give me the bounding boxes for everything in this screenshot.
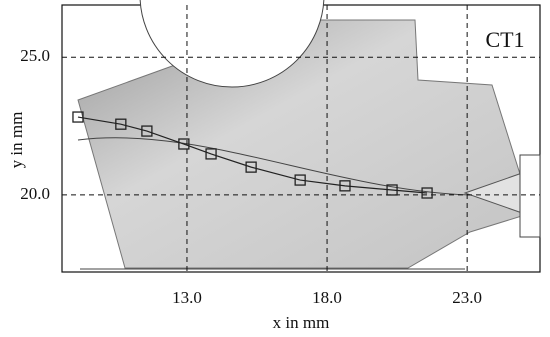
annotation: CT1 bbox=[485, 27, 524, 52]
y-tick-label: 25.0 bbox=[20, 46, 50, 65]
data-point bbox=[294, 174, 306, 186]
data-point bbox=[245, 161, 257, 173]
plot-layer bbox=[62, 5, 540, 272]
data-point bbox=[386, 184, 398, 196]
data-point bbox=[115, 118, 127, 130]
x-tick-label: 23.0 bbox=[452, 288, 482, 307]
pin-hole bbox=[139, 0, 325, 88]
x-axis-label: x in mm bbox=[273, 313, 330, 332]
data-point bbox=[339, 180, 351, 192]
data-point bbox=[421, 187, 433, 199]
notch-holder bbox=[519, 154, 541, 238]
y-tick-label: 20.0 bbox=[20, 184, 50, 203]
data-point bbox=[178, 138, 190, 150]
x-tick-label: 13.0 bbox=[172, 288, 202, 307]
x-tick-label: 18.0 bbox=[312, 288, 342, 307]
y-axis-label: y in mm bbox=[7, 112, 26, 169]
data-point bbox=[141, 125, 153, 137]
series-line bbox=[77, 116, 428, 194]
data-point bbox=[72, 111, 84, 123]
crack-path bbox=[77, 137, 471, 196]
data-point bbox=[205, 148, 217, 160]
